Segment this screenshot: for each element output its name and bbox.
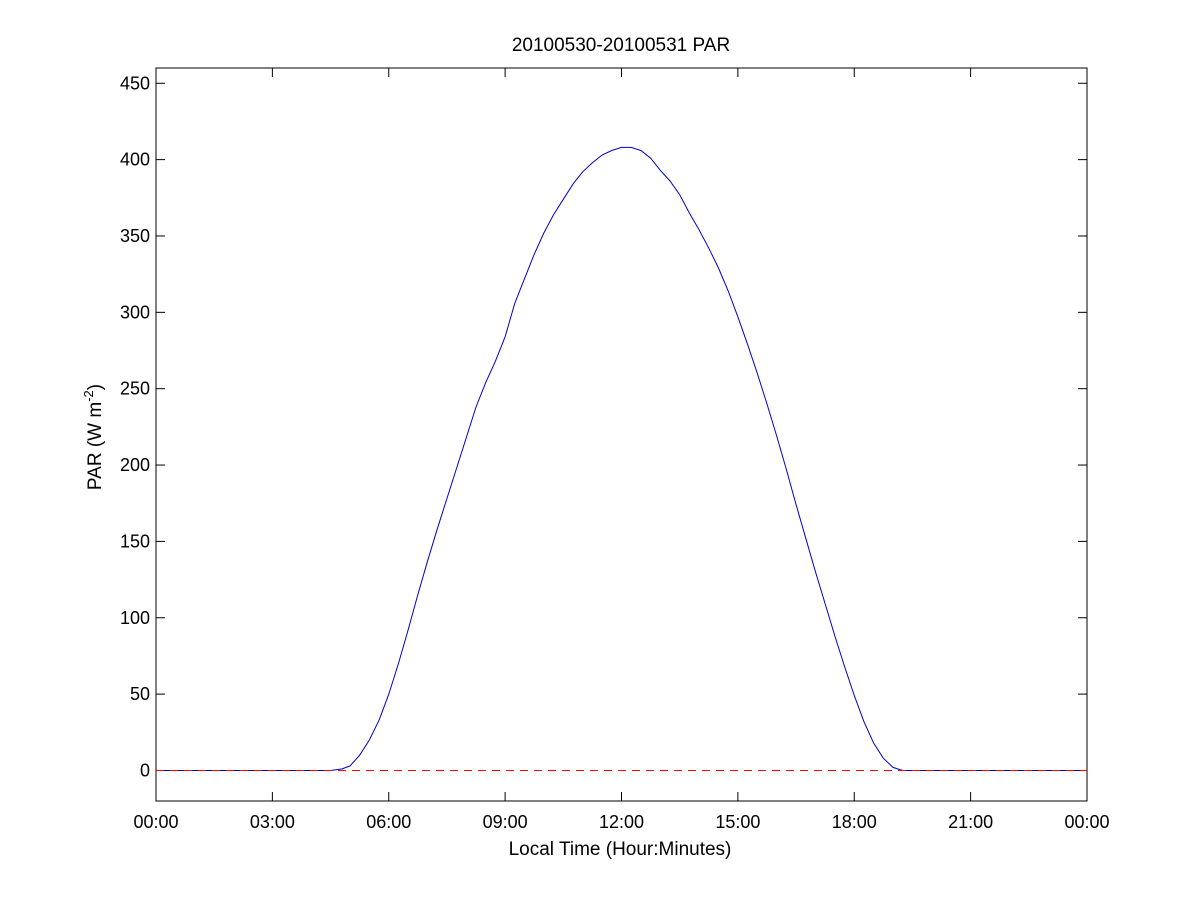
x-axis-label: Local Time (Hour:Minutes) [509,839,732,860]
y-tick-label: 150 [120,531,150,551]
x-tick-label: 03:00 [250,812,295,832]
x-tick-label: 00:00 [133,812,178,832]
y-tick-labels: 0 50 100 150 200 250 300 350 400 450 [120,73,150,780]
y-axis-label-prefix: PAR (W m [85,402,106,490]
y-tick-label: 300 [120,302,150,322]
x-tick-label: 12:00 [599,812,644,832]
x-tick-label: 06:00 [366,812,411,832]
chart-title: 20100530-20100531 PAR [512,35,730,56]
y-tick-label: 400 [120,150,150,170]
y-tick-label: 350 [120,226,150,246]
x-tick-label: 15:00 [715,812,760,832]
x-tick-label: 21:00 [948,812,993,832]
x-tick-label: 09:00 [483,812,528,832]
y-axis-label-suffix: ) [85,384,106,390]
x-tick-label: 18:00 [832,812,877,832]
data-series [156,146,1087,771]
y-tick-label: 100 [120,608,150,628]
par-series-line [156,146,1087,771]
y-axis-label: PAR (W m-2) [81,384,106,490]
x-tick-labels: 00:00 03:00 06:00 09:00 12:00 15:00 18:00 21:00… [133,812,1109,832]
y-axis-label-superscript: -2 [81,390,96,402]
x-tick-label: 00:00 [1064,812,1109,832]
y-tick-label: 200 [120,455,150,475]
y-tick-label: 450 [120,73,150,93]
y-tick-label: 0 [140,760,150,780]
plot-area [155,67,1088,802]
y-tick-label: 250 [120,379,150,399]
y-tick-label: 50 [130,684,150,704]
